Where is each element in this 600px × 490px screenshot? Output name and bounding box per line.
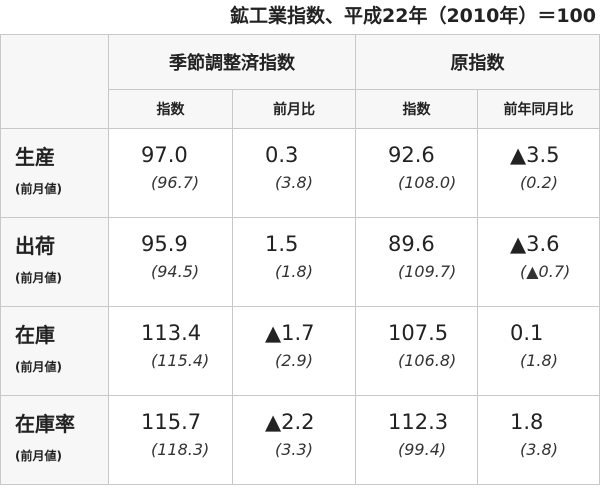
previous-value: (106.8) (398, 351, 457, 370)
row-sublabel: (前月値) (15, 449, 62, 463)
previous-value: (3.8) (520, 440, 558, 459)
value-cell: 112.3 (99.4) (355, 395, 478, 485)
value-cell: 113.4 (115.4) (108, 306, 233, 396)
index-table: 季節調整済指数 原指数 指数 前月比 指数 前年同月比 生産 (前月値) 97.0 (96.… (0, 34, 600, 485)
current-value: 113.4 (141, 321, 202, 345)
current-value: 1.8 (510, 410, 544, 434)
group-header: 原指数 (355, 34, 600, 90)
column-header: 指数 (108, 89, 233, 129)
title: 鉱工業指数、平成22年（2010年）＝100 (230, 5, 596, 27)
row-sublabel: (前月値) (15, 271, 62, 285)
value-cell: 0.1 (1.8) (477, 306, 600, 396)
previous-value: (94.5) (151, 262, 200, 281)
current-value: 107.5 (388, 321, 449, 345)
value-cell: ▲3.5 (0.2) (477, 128, 600, 218)
previous-value: (2.9) (275, 351, 313, 370)
row-label-cell: 生産 (前月値) (0, 128, 109, 218)
previous-value: (1.8) (275, 262, 313, 281)
row-sublabel: (前月値) (15, 182, 62, 196)
corner-cell (0, 34, 109, 129)
previous-value: (99.4) (398, 440, 447, 459)
value-cell: ▲3.6 (▲0.7) (477, 217, 600, 307)
current-value: 95.9 (141, 232, 188, 256)
row-label-cell: 在庫 (前月値) (0, 306, 109, 396)
data-row: 出荷 (前月値) 95.9 (94.5) 1.5 (1.8) 89.6 (109.7) ▲3.6… (0, 217, 600, 307)
previous-value: (0.2) (520, 173, 558, 192)
current-value: ▲3.5 (510, 143, 560, 167)
current-value: 0.3 (265, 143, 299, 167)
current-value: 1.5 (265, 232, 299, 256)
value-cell: 92.6 (108.0) (355, 128, 478, 218)
current-value: 97.0 (141, 143, 188, 167)
value-cell: 97.0 (96.7) (108, 128, 233, 218)
data-row: 生産 (前月値) 97.0 (96.7) 0.3 (3.8) 92.6 (108.0) ▲3.5… (0, 128, 600, 218)
column-header: 前月比 (232, 89, 356, 129)
value-cell: 1.5 (1.8) (232, 217, 356, 307)
previous-value: (96.7) (151, 173, 200, 192)
group-header: 季節調整済指数 (108, 34, 356, 90)
previous-value: (3.8) (275, 173, 313, 192)
column-header: 指数 (355, 89, 478, 129)
current-value: 112.3 (388, 410, 449, 434)
current-value: 92.6 (388, 143, 435, 167)
value-cell: 0.3 (3.8) (232, 128, 356, 218)
value-cell: ▲2.2 (3.3) (232, 395, 356, 485)
previous-value: (109.7) (398, 262, 457, 281)
row-label: 在庫率 (15, 412, 75, 436)
current-value: 115.7 (141, 410, 202, 434)
row-label: 生産 (15, 145, 55, 169)
value-cell: 95.9 (94.5) (108, 217, 233, 307)
value-cell: 89.6 (109.7) (355, 217, 478, 307)
current-value: ▲3.6 (510, 232, 560, 256)
current-value: 89.6 (388, 232, 435, 256)
column-header: 前年同月比 (477, 89, 600, 129)
row-label: 在庫 (15, 323, 55, 347)
row-label: 出荷 (15, 234, 55, 258)
row-label-cell: 在庫率 (前月値) (0, 395, 109, 485)
value-cell: ▲1.7 (2.9) (232, 306, 356, 396)
previous-value: (108.0) (398, 173, 457, 192)
current-value: 0.1 (510, 321, 544, 345)
value-cell: 115.7 (118.3) (108, 395, 233, 485)
previous-value: (118.3) (151, 440, 210, 459)
data-row: 在庫 (前月値) 113.4 (115.4) ▲1.7 (2.9) 107.5 (106.8)… (0, 306, 600, 396)
current-value: ▲1.7 (265, 321, 315, 345)
data-row: 在庫率 (前月値) 115.7 (118.3) ▲2.2 (3.3) 112.3 (99.4)… (0, 395, 600, 485)
value-cell: 1.8 (3.8) (477, 395, 600, 485)
value-cell: 107.5 (106.8) (355, 306, 478, 396)
previous-value: (▲0.7) (520, 262, 571, 281)
previous-value: (3.3) (275, 440, 313, 459)
current-value: ▲2.2 (265, 410, 315, 434)
previous-value: (115.4) (151, 351, 210, 370)
row-label-cell: 出荷 (前月値) (0, 217, 109, 307)
previous-value: (1.8) (520, 351, 558, 370)
row-sublabel: (前月値) (15, 360, 62, 374)
